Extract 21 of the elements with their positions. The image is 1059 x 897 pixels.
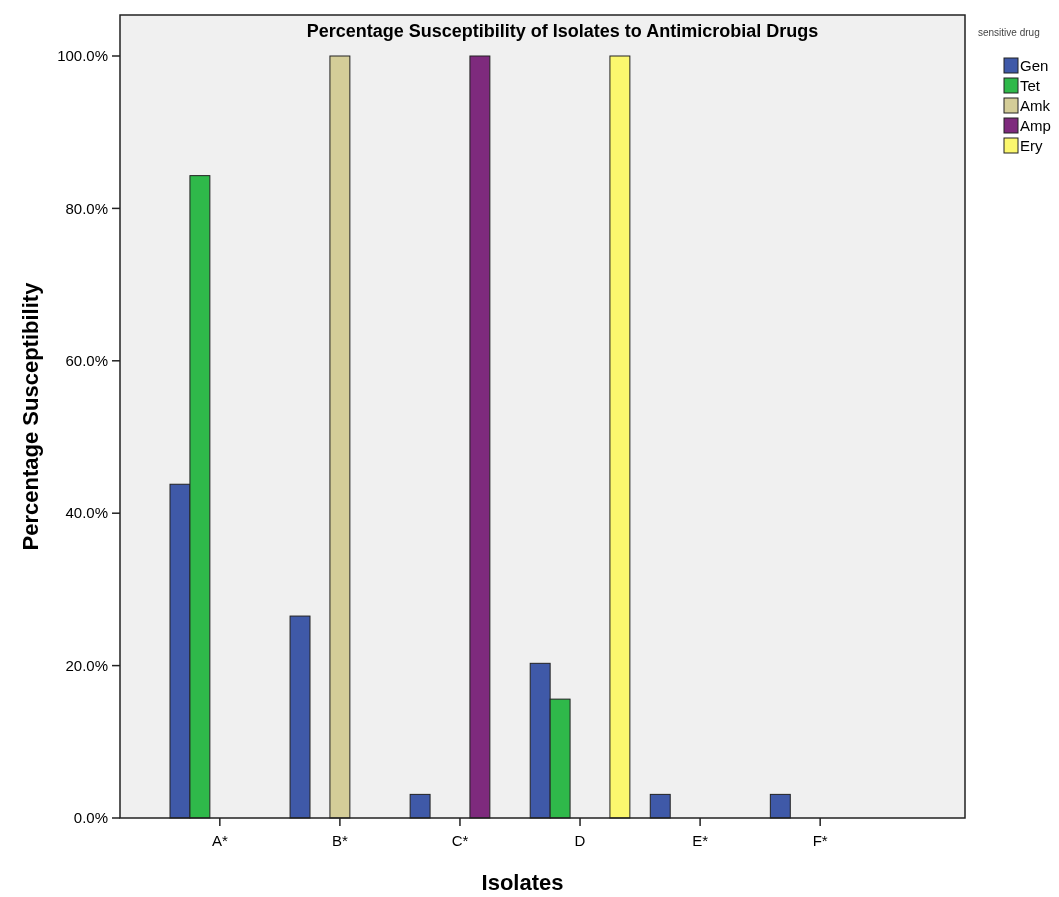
chart-title: Percentage Susceptibility of Isolates to Antimicrobial Drugs: [306, 21, 819, 41]
legend-label: Ery: [1020, 137, 1043, 155]
y-tick-label: 100.0%: [57, 47, 108, 65]
y-tick-label: 60.0%: [65, 352, 108, 370]
x-axis-title: Isolates: [481, 870, 564, 895]
legend-label: Tet: [1020, 77, 1041, 95]
x-tick-label: E*: [692, 832, 709, 849]
legend-label: Amk: [1020, 97, 1051, 115]
y-tick-label: 40.0%: [65, 504, 108, 522]
legend-title: sensitive drug: [978, 27, 1040, 38]
x-tick-label: B*: [331, 832, 348, 849]
y-axis-title: Percentage Susceptibility: [18, 281, 43, 551]
y-tick-label: 0.0%: [73, 809, 108, 827]
y-tick-label: 20.0%: [65, 656, 108, 674]
x-tick-label: F*: [812, 832, 828, 849]
x-tick-label: A*: [211, 832, 228, 849]
legend-label: Amp: [1020, 117, 1051, 135]
x-tick-label: D: [574, 832, 586, 849]
x-tick-label: C*: [451, 832, 469, 849]
y-tick-label: 80.0%: [65, 199, 108, 217]
legend-label: Gen: [1020, 57, 1049, 75]
